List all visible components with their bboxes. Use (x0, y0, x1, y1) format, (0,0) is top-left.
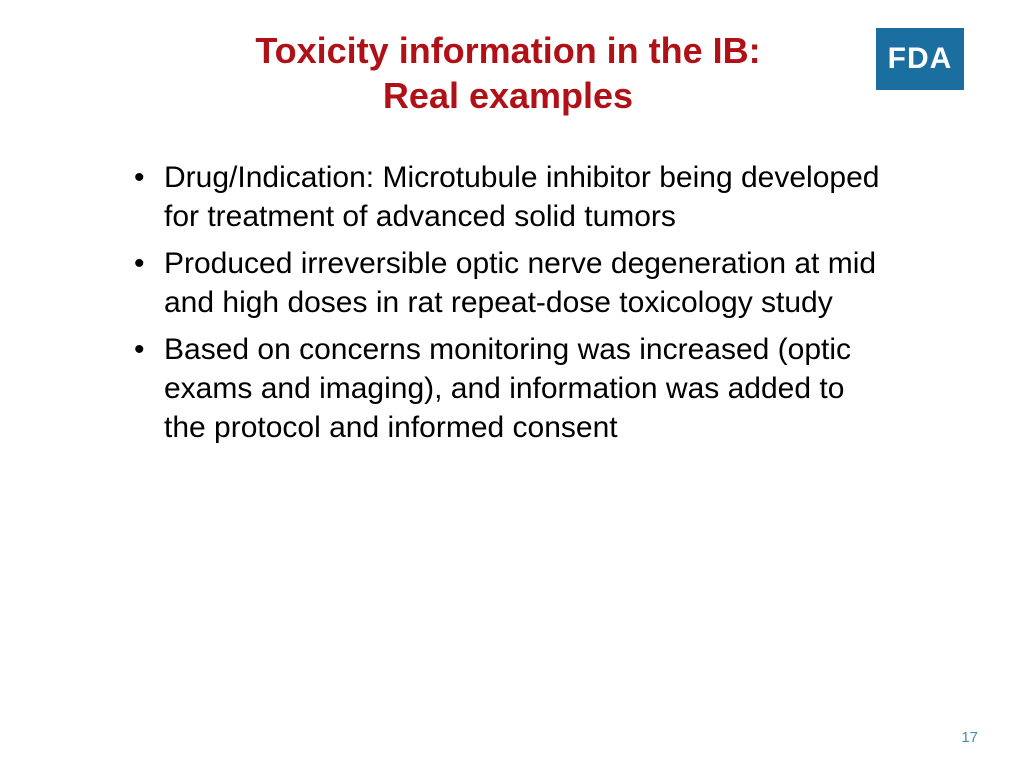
fda-logo: FDA (876, 28, 964, 90)
header-row: Toxicity information in the IB: Real exa… (60, 28, 964, 118)
list-item: Based on concerns monitoring was increas… (130, 330, 894, 447)
list-item: Drug/Indication: Microtubule inhibitor b… (130, 158, 894, 236)
bullet-list: Drug/Indication: Microtubule inhibitor b… (130, 158, 894, 447)
title-block: Toxicity information in the IB: Real exa… (60, 28, 876, 118)
fda-logo-text: FDA (888, 42, 953, 76)
slide: Toxicity information in the IB: Real exa… (0, 0, 1024, 768)
title-line-1: Toxicity information in the IB: (140, 28, 876, 73)
content-area: Drug/Indication: Microtubule inhibitor b… (60, 158, 964, 447)
page-number: 17 (961, 729, 978, 746)
title-line-2: Real examples (140, 73, 876, 118)
list-item: Produced irreversible optic nerve degene… (130, 244, 894, 322)
